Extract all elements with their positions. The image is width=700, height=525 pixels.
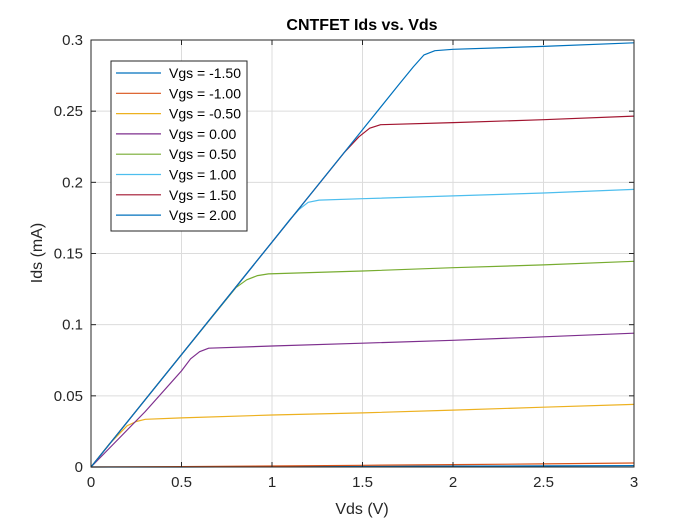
- series-line-2: [90, 403, 635, 468]
- legend-entry: Vgs = 0.00: [169, 126, 237, 142]
- x-tick-label: 2.5: [533, 474, 554, 491]
- y-axis-label: Ids (mA): [29, 223, 46, 283]
- legend: Vgs = -1.50 Vgs = -1.00 Vgs = -0.50 Vgs = 0…: [110, 60, 248, 232]
- y-tick-label: 0.05: [54, 388, 83, 405]
- y-tick-label: 0.15: [54, 246, 83, 263]
- x-tick-label: 1.5: [352, 474, 373, 491]
- y-tick-label: 0.25: [54, 103, 83, 120]
- x-tick-label: 0.5: [171, 474, 192, 491]
- legend-entry: Vgs = -1.00: [169, 85, 241, 101]
- legend-entry: Vgs = 0.50: [169, 146, 237, 162]
- legend-entry: Vgs = 1.00: [169, 167, 237, 183]
- ticks: 0 0.5 1 1.5 2 2.5 3 0 0.05 0.1 0.15 0.2 0.25 0.3: [54, 32, 638, 491]
- x-axis-label: Vds (V): [335, 501, 388, 518]
- series-line-3: [90, 332, 635, 468]
- y-tick-label: 0: [75, 459, 83, 476]
- legend-entry: Vgs = 1.50: [169, 187, 237, 203]
- x-tick-label: 2: [449, 474, 457, 491]
- series-line-7: [90, 42, 635, 468]
- legend-entry: Vgs = 2.00: [169, 207, 237, 223]
- y-tick-label: 0.1: [62, 317, 83, 334]
- legend-entry: Vgs = -1.50: [169, 65, 241, 81]
- y-tick-label: 0.3: [62, 32, 83, 49]
- chart-title: CNTFET Ids vs. Vds: [286, 17, 437, 34]
- x-tick-label: 1: [268, 474, 276, 491]
- legend-entry: Vgs = -0.50: [169, 106, 241, 122]
- x-tick-label: 0: [87, 474, 95, 491]
- x-tick-label: 3: [630, 474, 638, 491]
- legend-box: [110, 60, 248, 232]
- y-tick-label: 0.2: [62, 174, 83, 191]
